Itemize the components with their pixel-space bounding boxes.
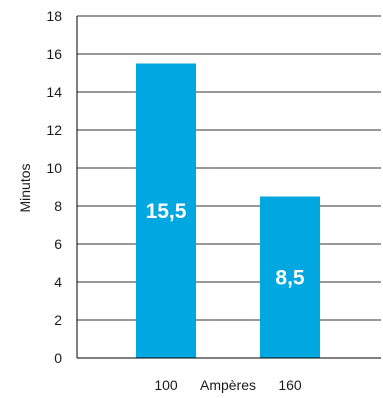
y-tick-label: 10	[46, 160, 62, 176]
y-tick-label: 4	[54, 274, 62, 290]
bars	[136, 63, 320, 358]
data-label-100: 15,5	[146, 200, 187, 223]
x-tick-label: 160	[278, 377, 302, 393]
x-axis-label: Ampères	[200, 377, 256, 393]
bar-100	[136, 63, 196, 358]
y-tick-label: 0	[54, 350, 62, 366]
grid-lines	[77, 15, 381, 321]
x-tick-labels: 100 160	[154, 377, 302, 393]
y-tick-label: 14	[46, 84, 62, 100]
y-tick-label: 8	[54, 198, 62, 214]
y-axis-label: Minutos	[17, 163, 33, 212]
data-label-160: 8,5	[275, 266, 305, 289]
y-tick-label: 16	[46, 46, 62, 62]
bar-160	[260, 196, 320, 358]
y-tick-label: 12	[46, 122, 62, 138]
y-tick-label: 2	[54, 312, 62, 328]
data-labels: 15,5 8,5	[146, 200, 305, 290]
y-tick-label: 18	[46, 8, 62, 24]
y-tick-label: 6	[54, 236, 62, 252]
y-tick-labels: 0 2 4 6 8 10 12 14 16 18	[46, 8, 62, 366]
x-tick-label: 100	[154, 377, 178, 393]
